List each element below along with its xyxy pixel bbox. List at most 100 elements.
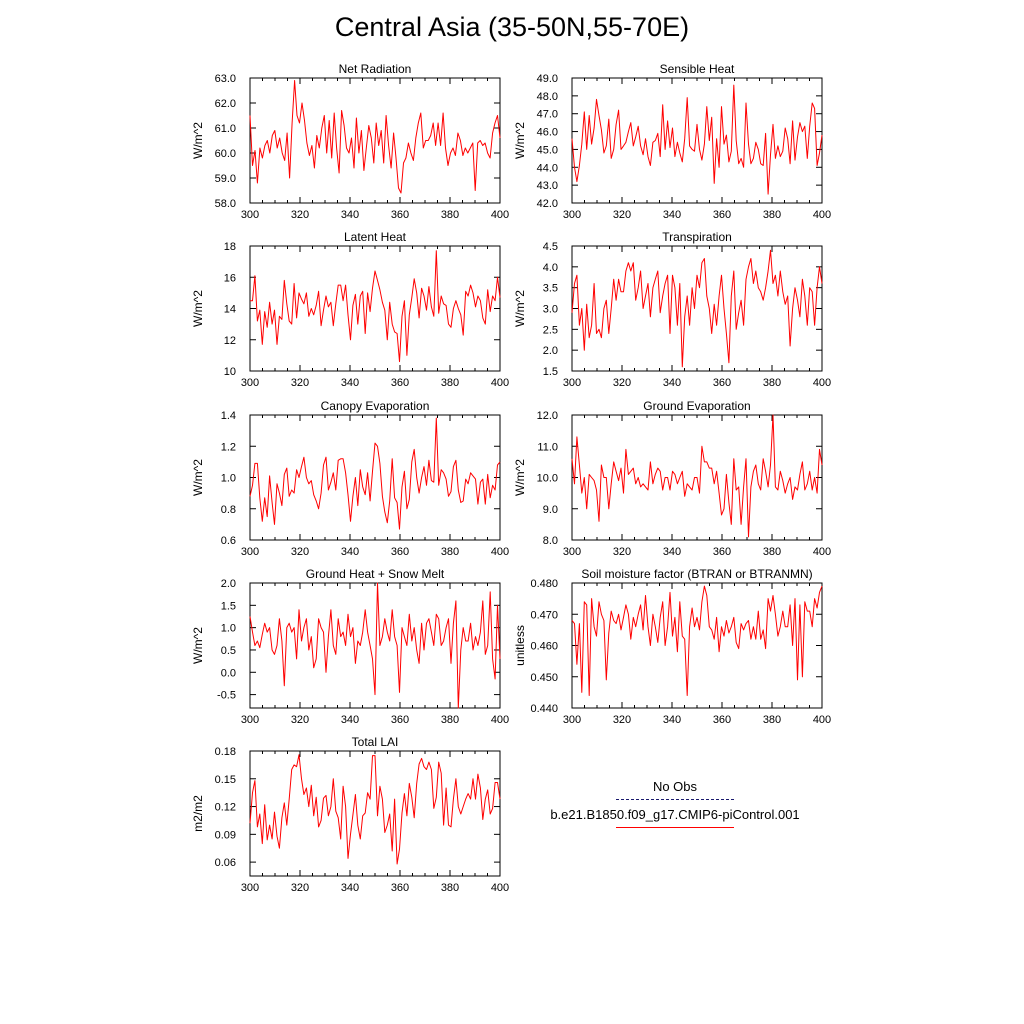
panel-9-ylabel: m2/m2 xyxy=(191,795,205,832)
panel-5-title: Canopy Evaporation xyxy=(321,399,430,413)
panel-1-xtick-label: 320 xyxy=(291,209,309,221)
legend-model-swatch xyxy=(616,827,734,828)
panel-6-xtick-label: 360 xyxy=(713,546,731,558)
panel-5-ytick-label: 1.2 xyxy=(221,441,236,453)
panel-4-ytick-label: 2.5 xyxy=(543,324,558,336)
legend-obs-label: No Obs xyxy=(652,779,698,794)
panel-2-ylabel: W/m^2 xyxy=(513,122,527,159)
panel-2-series-line-1 xyxy=(571,84,823,195)
panel-9-xtick-label: 400 xyxy=(491,882,509,894)
panel-2-xtick-label: 400 xyxy=(813,209,831,221)
panel-7-ytick-label: -0.5 xyxy=(217,690,236,702)
panel-8-xtick-label: 300 xyxy=(563,714,581,726)
panel-6-xtick-label: 320 xyxy=(613,546,631,558)
page-title: Central Asia (35-50N,55-70E) xyxy=(334,12,690,42)
panel-2-ytick-label: 49.0 xyxy=(537,73,558,85)
panel-2-xtick-label: 360 xyxy=(713,209,731,221)
panel-9-title: Total LAI xyxy=(352,735,399,749)
panel-7-xtick-label: 380 xyxy=(441,714,459,726)
panel-6-ytick-label: 11.0 xyxy=(537,441,558,453)
panel-2-ytick-label: 44.0 xyxy=(537,162,558,174)
legend-obs-swatch xyxy=(616,799,734,800)
panel-9-ytick-label: 0.06 xyxy=(215,857,236,869)
panel-8-xtick-label: 340 xyxy=(663,714,681,726)
panel-8-ytick-label: 0.480 xyxy=(530,578,558,590)
panel-5-xtick-label: 320 xyxy=(291,546,309,558)
panel-6-xtick-label: 380 xyxy=(763,546,781,558)
panel-1-ytick-label: 58.0 xyxy=(215,198,236,210)
panel-9-xtick-label: 360 xyxy=(391,882,409,894)
panel-6-ytick-label: 8.0 xyxy=(543,535,558,547)
panel-8-series-line-1 xyxy=(571,585,823,696)
panel-8-frame xyxy=(571,582,823,709)
panel-5-series-line-1 xyxy=(249,417,501,530)
panel-9-xtick-label: 300 xyxy=(241,882,259,894)
panel-3-xtick-label: 340 xyxy=(341,377,359,389)
panel-4-ytick-label: 3.0 xyxy=(543,304,558,316)
panel-7-ytick-label: 1.5 xyxy=(221,600,236,612)
panel-7-ytick-label: 1.0 xyxy=(221,623,236,635)
panel-4-ytick-label: 2.0 xyxy=(543,345,558,357)
panel-8-title: Soil moisture factor (BTRAN or BTRANMN) xyxy=(581,567,812,581)
panel-8-xtick-label: 380 xyxy=(763,714,781,726)
panel-5-ytick-label: 0.6 xyxy=(221,535,236,547)
panel-4-xtick-label: 380 xyxy=(763,377,781,389)
panel-5-xtick-label: 300 xyxy=(241,546,259,558)
panel-5-xtick-label: 360 xyxy=(391,546,409,558)
panel-2-xtick-label: 380 xyxy=(763,209,781,221)
panel-6-xtick-label: 300 xyxy=(563,546,581,558)
panel-6-ytick-label: 9.0 xyxy=(543,504,558,516)
panel-6-ytick-label: 12.0 xyxy=(537,410,558,422)
panel-7-ytick-label: 2.0 xyxy=(221,578,236,590)
panel-6-xtick-label: 340 xyxy=(663,546,681,558)
panel-8-ylabel: unitless xyxy=(513,625,527,666)
panel-4-xtick-label: 360 xyxy=(713,377,731,389)
panel-9-ytick-label: 0.12 xyxy=(215,802,236,814)
panel-3-xtick-label: 300 xyxy=(241,377,259,389)
panel-2-xtick-label: 320 xyxy=(613,209,631,221)
panel-7-xtick-label: 360 xyxy=(391,714,409,726)
panel-3-title: Latent Heat xyxy=(344,230,407,244)
panel-6-ylabel: W/m^2 xyxy=(513,459,527,496)
panel-7-xtick-label: 320 xyxy=(291,714,309,726)
panel-1-ytick-label: 61.0 xyxy=(215,123,236,135)
panel-7-ylabel: W/m^2 xyxy=(191,627,205,664)
panel-2-ytick-label: 42.0 xyxy=(537,198,558,210)
panel-2-xtick-label: 340 xyxy=(663,209,681,221)
panel-7-series-line-1 xyxy=(249,582,501,709)
panel-1-ytick-label: 62.0 xyxy=(215,98,236,110)
panel-5-ytick-label: 1.4 xyxy=(221,410,236,422)
panel-4-xtick-label: 400 xyxy=(813,377,831,389)
panel-7-title: Ground Heat + Snow Melt xyxy=(306,567,445,581)
panel-2-ytick-label: 45.0 xyxy=(537,144,558,156)
panel-1-xtick-label: 340 xyxy=(341,209,359,221)
panel-8-xtick-label: 400 xyxy=(813,714,831,726)
panel-8-xtick-label: 360 xyxy=(713,714,731,726)
panel-9-series-line-1 xyxy=(249,754,501,865)
panel-3-xtick-label: 380 xyxy=(441,377,459,389)
panel-4-ytick-label: 3.5 xyxy=(543,283,558,295)
panel-9-ytick-label: 0.09 xyxy=(215,829,236,841)
panel-4-ytick-label: 4.5 xyxy=(543,241,558,253)
panel-9-xtick-label: 380 xyxy=(441,882,459,894)
panel-3-ytick-label: 10 xyxy=(224,366,236,378)
panel-1-ytick-label: 60.0 xyxy=(215,148,236,160)
panel-1-ytick-label: 63.0 xyxy=(215,73,236,85)
panel-1-xtick-label: 400 xyxy=(491,209,509,221)
panel-1-ytick-label: 59.0 xyxy=(215,173,236,185)
panel-8-ytick-label: 0.440 xyxy=(530,703,558,715)
panel-2-xtick-label: 300 xyxy=(563,209,581,221)
panel-1-title: Net Radiation xyxy=(339,62,412,76)
legend-model-label: b.e21.B1850.f09_g17.CMIP6-piControl.001 xyxy=(550,807,800,822)
panel-2-ytick-label: 43.0 xyxy=(537,180,558,192)
panel-9-xtick-label: 340 xyxy=(341,882,359,894)
legend: No Obs b.e21.B1850.f09_g17.CMIP6-piContr… xyxy=(520,778,830,834)
panel-4-xtick-label: 300 xyxy=(563,377,581,389)
panel-5-ytick-label: 1.0 xyxy=(221,473,236,485)
panel-8-xtick-label: 320 xyxy=(613,714,631,726)
panel-1-xtick-label: 360 xyxy=(391,209,409,221)
panel-9-ytick-label: 0.15 xyxy=(215,774,236,786)
panel-2-ytick-label: 46.0 xyxy=(537,127,558,139)
panel-4-ylabel: W/m^2 xyxy=(513,290,527,327)
panel-2-ytick-label: 47.0 xyxy=(537,109,558,121)
